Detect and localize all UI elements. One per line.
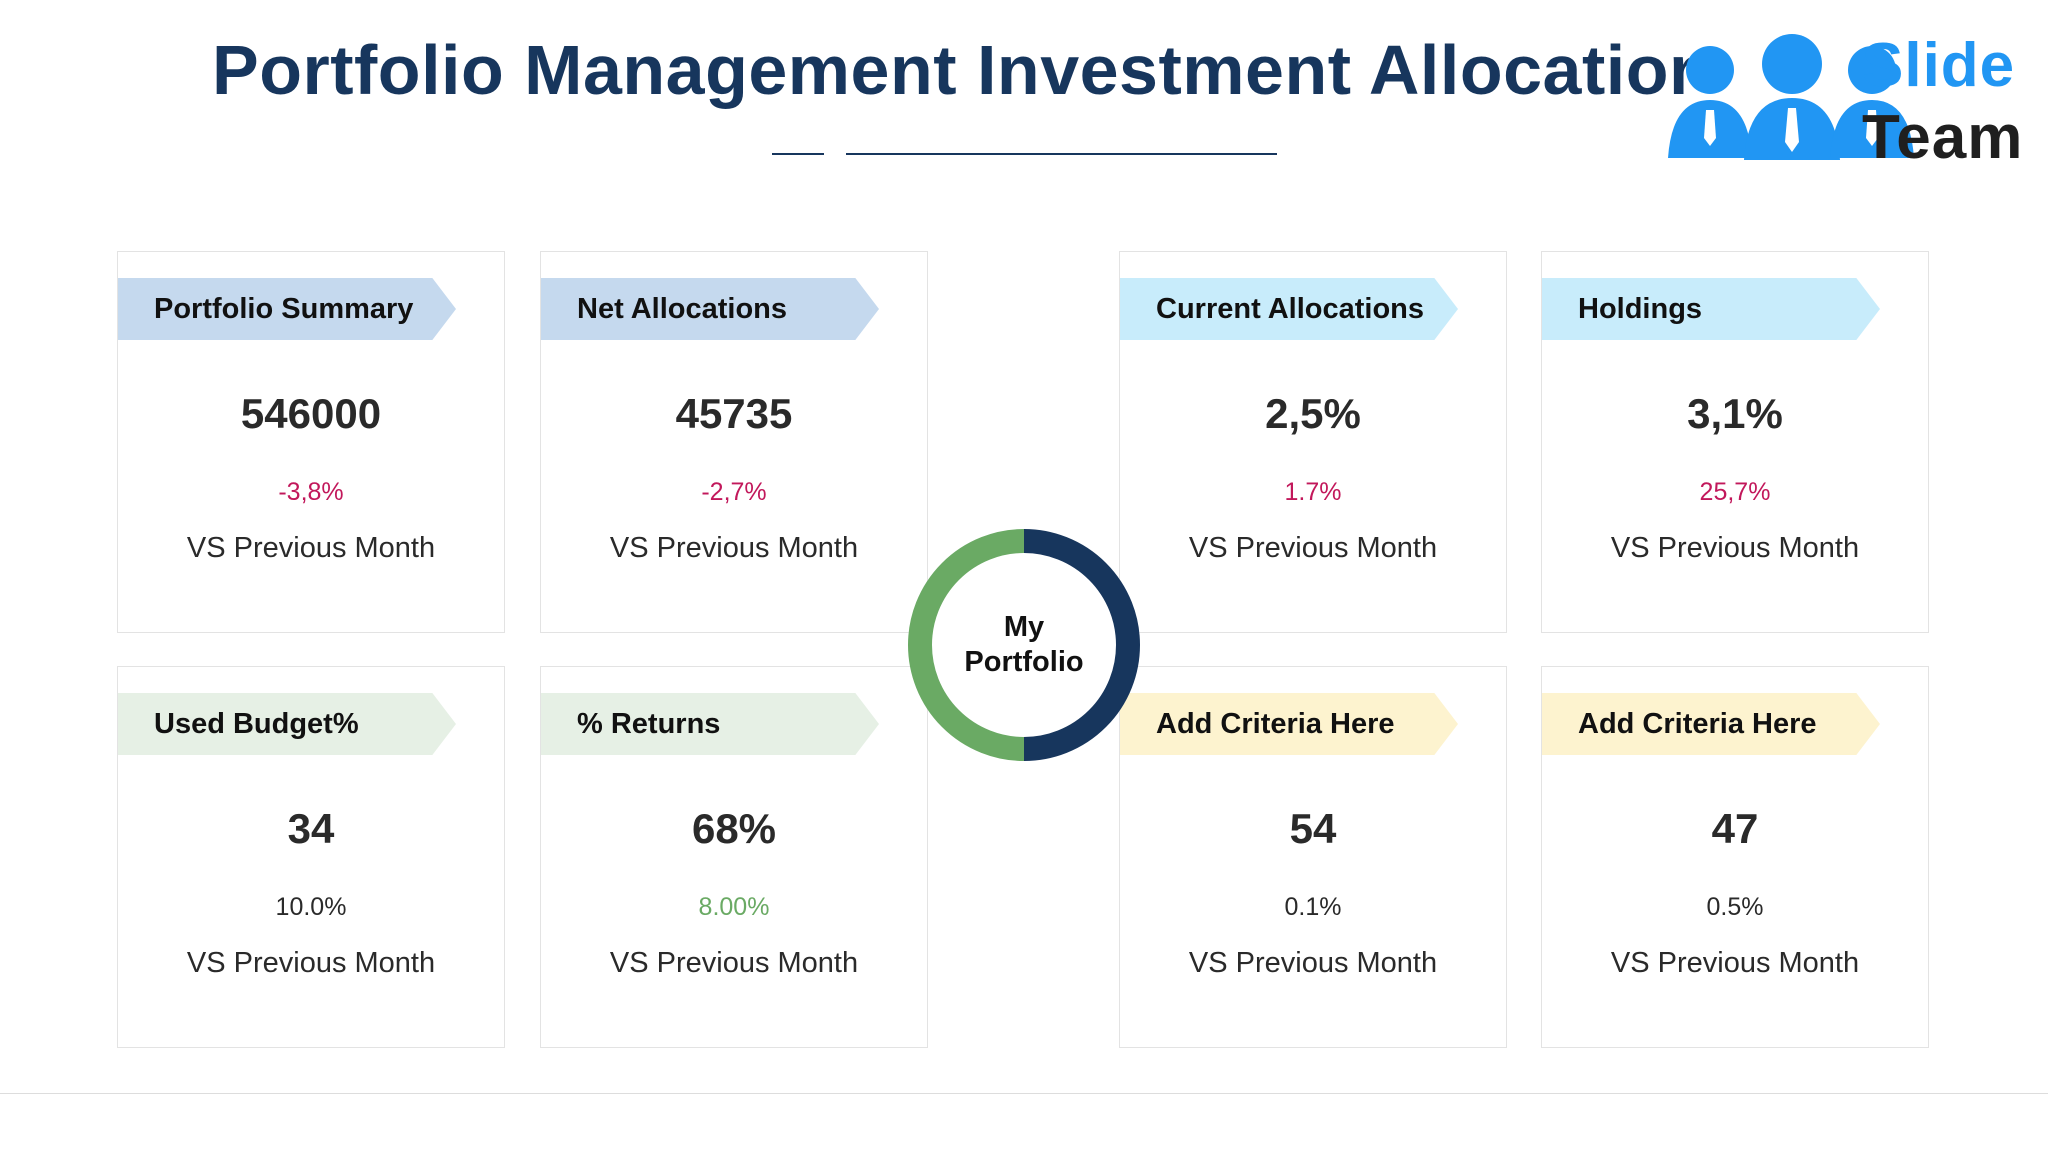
kpi-card-criteria-1: Add Criteria Here 54 0.1% VS Previous Mo…	[1119, 666, 1507, 1048]
kpi-delta: 0.1%	[1284, 893, 1342, 921]
kpi-delta: -3,8%	[278, 478, 344, 506]
kpi-label: Current Allocations	[1156, 292, 1425, 325]
ring-label: My Portfolio	[906, 610, 1142, 680]
slideteam-people-icon	[1668, 34, 1914, 160]
kpi-card-criteria-2: Add Criteria Here 47 0.5% VS Previous Mo…	[1541, 666, 1929, 1048]
ring-arc-left	[908, 529, 1025, 761]
footer-divider	[0, 1093, 2048, 1094]
kpi-label: % Returns	[577, 707, 721, 740]
kpi-card-current-allocations: Current Allocations 2,5% 1.7% VS Previou…	[1119, 251, 1507, 633]
kpi-label: Add Criteria Here	[1578, 707, 1817, 740]
kpi-label: Holdings	[1578, 292, 1703, 325]
portfolio-ring	[908, 529, 1140, 761]
kpi-label: Used Budget%	[154, 707, 359, 740]
kpi-value: 34	[287, 805, 335, 852]
ring-arc-right	[1023, 529, 1140, 761]
kpi-caption: VS Previous Month	[609, 532, 859, 564]
kpi-card-net-allocations: Net Allocations 45735 -2,7% VS Previous …	[540, 251, 928, 633]
kpi-tag: Portfolio Summary	[118, 278, 456, 340]
kpi-tag: Net Allocations	[541, 278, 879, 340]
kpi-value: 45735	[675, 390, 793, 437]
kpi-caption: VS Previous Month	[609, 947, 859, 979]
kpi-tag: % Returns	[541, 693, 879, 755]
kpi-tag: Current Allocations	[1120, 278, 1458, 340]
logo-word-slide: Slide	[1862, 31, 2016, 100]
kpi-value: 47	[1711, 805, 1759, 852]
kpi-card-portfolio-summary: Portfolio Summary 546000 -3,8% VS Previo…	[117, 251, 505, 633]
kpi-delta: 10.0%	[275, 893, 347, 921]
kpi-tag: Used Budget%	[118, 693, 456, 755]
kpi-card-returns: % Returns 68% 8.00% VS Previous Month	[540, 666, 928, 1048]
kpi-delta: 0.5%	[1706, 893, 1764, 921]
logo-word-team: Team	[1862, 103, 2024, 172]
ring-label-line1: My	[1003, 611, 1045, 643]
kpi-value: 68%	[691, 805, 777, 852]
kpi-tag: Holdings	[1542, 278, 1880, 340]
kpi-card-used-budget: Used Budget% 34 10.0% VS Previous Month	[117, 666, 505, 1048]
kpi-tag: Add Criteria Here	[1542, 693, 1880, 755]
kpi-value: 546000	[240, 390, 382, 437]
title-underline-short	[772, 153, 824, 155]
kpi-caption: VS Previous Month	[1610, 947, 1860, 979]
kpi-caption: VS Previous Month	[1610, 532, 1860, 564]
kpi-delta: 1.7%	[1284, 478, 1342, 506]
ring-label-line2: Portfolio	[964, 646, 1084, 678]
kpi-caption: VS Previous Month	[1188, 947, 1438, 979]
kpi-value: 54	[1289, 805, 1337, 852]
kpi-tag: Add Criteria Here	[1120, 693, 1458, 755]
kpi-value: 2,5%	[1265, 390, 1361, 437]
kpi-caption: VS Previous Month	[186, 947, 436, 979]
kpi-label: Portfolio Summary	[154, 292, 414, 325]
kpi-label: Net Allocations	[577, 292, 788, 325]
kpi-delta: -2,7%	[701, 478, 767, 506]
kpi-card-holdings: Holdings 3,1% 25,7% VS Previous Month	[1541, 251, 1929, 633]
kpi-value: 3,1%	[1687, 390, 1783, 437]
title-underline-long	[846, 153, 1277, 155]
page-title: Portfolio Management Investment Allocati…	[212, 31, 1692, 109]
kpi-label: Add Criteria Here	[1156, 707, 1395, 740]
kpi-caption: VS Previous Month	[186, 532, 436, 564]
kpi-caption: VS Previous Month	[1188, 532, 1438, 564]
kpi-delta: 8.00%	[698, 893, 770, 921]
kpi-delta: 25,7%	[1699, 478, 1771, 506]
